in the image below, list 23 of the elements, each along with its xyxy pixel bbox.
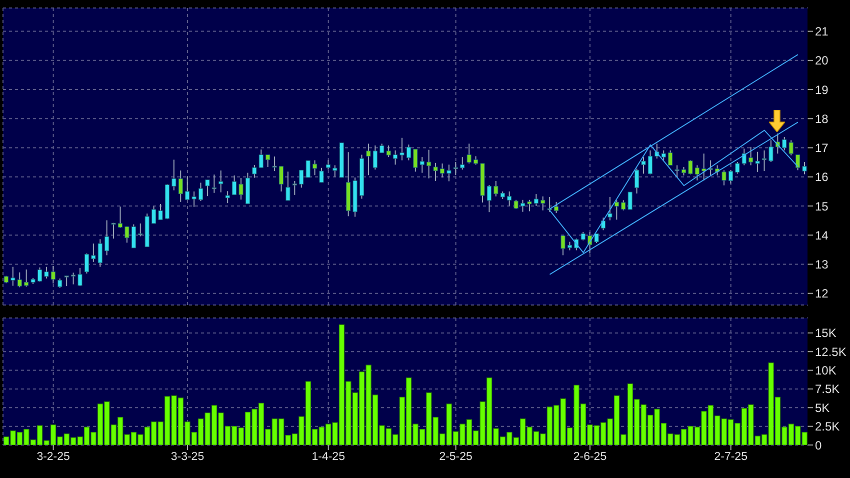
y-tick-label: 15 [815,199,829,214]
y-tick-label: 2.5K [815,420,840,434]
x-tick-label: 2-6-25 [573,451,607,464]
y-tick-label: 15K [815,326,836,340]
y-tick-label: 18 [815,112,829,126]
y-tick-label: 14 [815,228,829,242]
x-tick-label: 3-2-25 [36,451,70,464]
y-tick-label: 13 [815,257,829,272]
y-tick-label: 12 [815,286,829,301]
y-tick-label: 21 [815,24,829,39]
x-tick-label: 2-7-25 [714,451,748,464]
x-tick-label: 1-4-25 [312,451,345,464]
y-tick-label: 16 [815,170,829,184]
x-tick-label: 3-3-25 [170,451,204,464]
y-tick-label: 17 [815,141,829,156]
y-tick-label: 7.5K [815,382,840,396]
y-tick-label: 5K [815,400,830,415]
y-tick-label: 20 [815,54,829,68]
y-tick-label: 12.5K [815,344,846,359]
y-tick-label: 0 [815,438,822,452]
x-tick-label: 2-5-25 [439,451,472,464]
y-tick-label: 10K [815,364,836,378]
y-tick-label: 19 [815,82,829,97]
